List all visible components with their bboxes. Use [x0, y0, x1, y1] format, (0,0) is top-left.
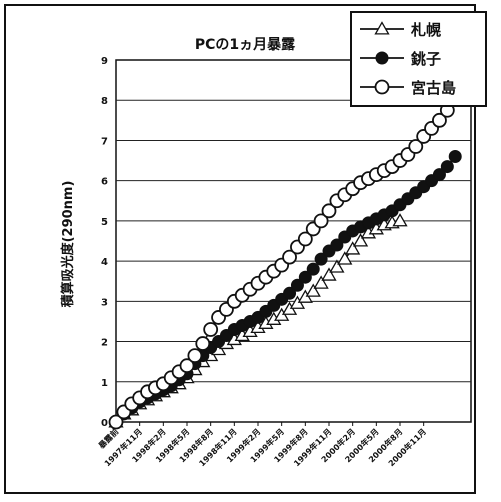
data-point	[440, 160, 454, 174]
data-point	[298, 270, 312, 284]
legend-box	[350, 11, 487, 107]
data-point	[330, 238, 344, 252]
y-axis-label: 積算吸光度(290nm)	[60, 181, 76, 309]
data-point	[313, 275, 329, 289]
legend-marker	[374, 21, 390, 35]
y-tick-label: 8	[101, 96, 108, 107]
data-point	[314, 252, 328, 266]
data-point	[203, 322, 219, 337]
data-point	[321, 267, 337, 281]
y-tick-label: 5	[101, 217, 108, 228]
legend-label: 銚子	[411, 50, 441, 68]
series-layer	[108, 102, 462, 430]
data-point	[282, 249, 297, 265]
y-tick-label: 9	[101, 56, 108, 67]
data-point	[306, 262, 320, 276]
data-point	[352, 233, 369, 247]
y-tick-label: 3	[101, 297, 108, 308]
data-point	[305, 283, 321, 297]
series-3	[108, 102, 455, 430]
y-tick-label: 2	[101, 338, 108, 349]
data-point	[408, 139, 424, 154]
legend-label: 宮古島	[411, 79, 456, 97]
legend-item: 宮古島	[360, 79, 456, 97]
legend-marker	[374, 79, 390, 95]
data-point	[290, 278, 304, 292]
data-point	[448, 150, 462, 164]
data-point	[345, 241, 361, 255]
y-tick-label: 7	[101, 136, 108, 147]
data-point	[313, 213, 329, 229]
data-point	[329, 259, 345, 273]
y-tick-label: 1	[101, 378, 108, 389]
y-tick-label: 4	[101, 257, 108, 268]
legend-item: 銚子	[360, 50, 441, 68]
data-point	[195, 336, 211, 351]
data-point	[283, 286, 297, 300]
legend-item: 札幌	[360, 21, 441, 39]
data-point	[108, 414, 124, 430]
data-point	[179, 358, 195, 374]
data-point	[432, 112, 447, 128]
legend-marker	[375, 51, 389, 65]
data-point	[337, 251, 353, 265]
y-tick-labels: 0 1 2 3 4 5 6 7 8 9	[101, 56, 108, 429]
legend-label: 札幌	[410, 21, 441, 39]
data-point	[392, 213, 408, 227]
data-point	[187, 348, 203, 364]
data-point	[297, 231, 313, 247]
data-point	[321, 203, 337, 219]
y-tick-label: 0	[101, 418, 108, 429]
y-tick-label: 6	[101, 177, 108, 188]
chart-title: PCの1ヵ月暴露	[195, 36, 296, 53]
data-point	[432, 168, 446, 182]
